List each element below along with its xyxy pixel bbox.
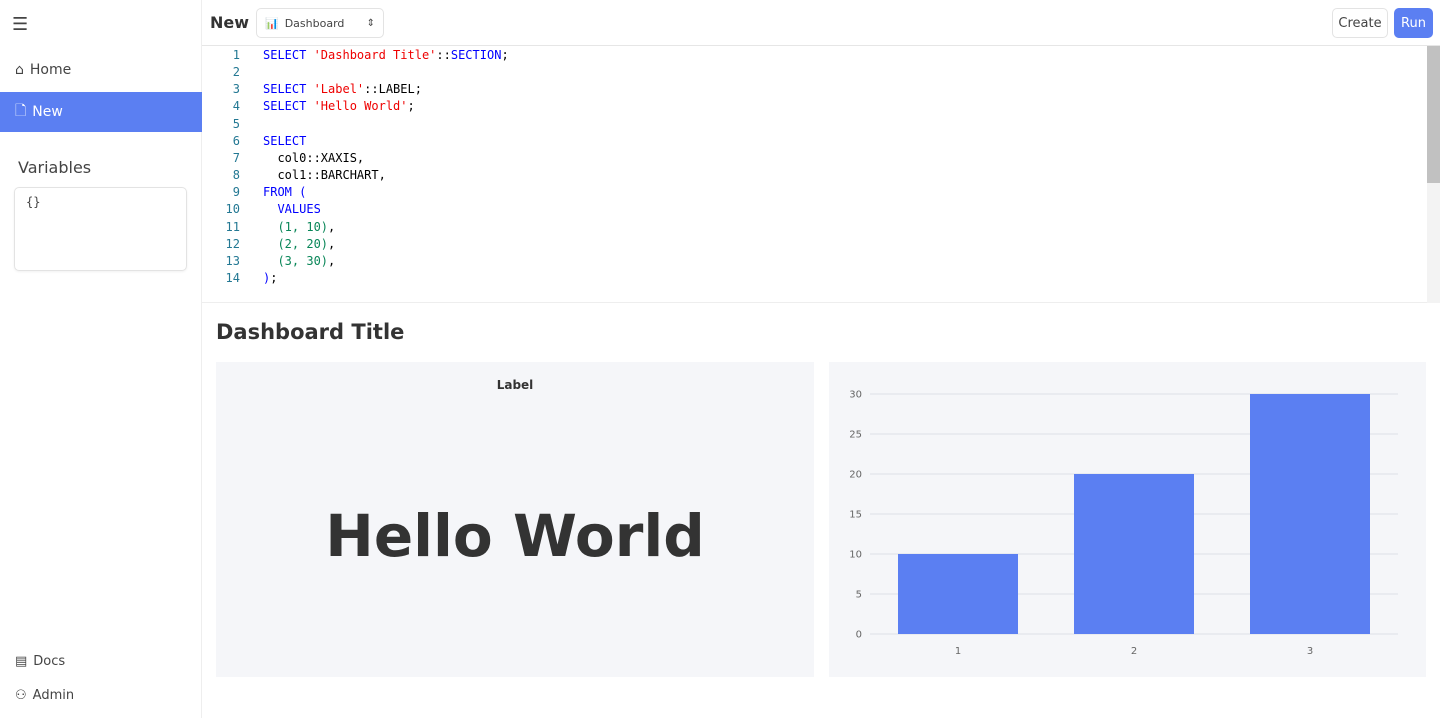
code-token: SELECT — [263, 48, 314, 62]
code-text: (1, 10), — [263, 219, 335, 236]
code-text: SELECT 'Hello World'; — [263, 98, 415, 115]
x-tick-label: 2 — [1131, 646, 1137, 657]
line-number: 6 — [232, 133, 240, 148]
code-token: SELECT — [263, 133, 307, 148]
line-number: 12 — [225, 236, 240, 251]
y-tick-label: 15 — [849, 510, 862, 521]
line-number: 4 — [232, 99, 240, 114]
code-token: , — [328, 219, 336, 234]
bar — [1074, 474, 1194, 634]
line-number: 10 — [225, 202, 240, 217]
line-number: 11 — [225, 219, 240, 234]
y-tick-label: 30 — [849, 390, 862, 401]
code-text: SELECT 'Label'::LABEL; — [263, 81, 422, 98]
code-token: ::LABEL; — [364, 82, 422, 97]
bar — [1250, 394, 1370, 634]
code-token: SECTION — [450, 48, 502, 62]
label-card: Label Hello World — [216, 362, 814, 677]
type-select[interactable]: 📊 Dashboard ⇕ — [256, 8, 384, 38]
line-number: 3 — [232, 82, 240, 97]
line-number: 8 — [232, 168, 240, 183]
book-icon: ▤ — [15, 654, 28, 669]
code-text: SELECT — [263, 133, 306, 150]
code-token: 'Label' — [313, 82, 365, 97]
code-token: , — [328, 253, 336, 268]
code-token: 'Dashboard Title' — [313, 48, 437, 62]
x-tick-label: 1 — [955, 646, 961, 657]
sidebar-item-home[interactable]: ⌂ Home — [0, 50, 202, 90]
bar-chart-icon: 📊 — [265, 16, 279, 30]
y-tick-label: 0 — [856, 630, 862, 641]
line-number: 5 — [232, 116, 240, 131]
code-token: ; — [407, 99, 415, 114]
line-number: 14 — [225, 270, 240, 285]
header: New 📊 Dashboard ⇕ Create Run — [202, 0, 1440, 46]
line-number: 2 — [232, 65, 240, 80]
sql-editor[interactable]: 1 SELECT 'Dashboard Title'::SECTION; 2 3 SEL… — [202, 46, 1440, 303]
line-number: 1 — [232, 48, 240, 62]
editor-scrollbar[interactable] — [1427, 46, 1440, 303]
page-title: New — [210, 13, 250, 32]
user-icon: ⚇ — [15, 688, 27, 703]
code-token: VALUES — [263, 202, 321, 217]
create-button[interactable]: Create — [1332, 8, 1388, 38]
code-token: , — [328, 236, 336, 251]
y-tick-label: 10 — [849, 550, 862, 561]
code-token: col1::BARCHART, — [263, 168, 386, 183]
bar — [898, 554, 1018, 634]
sidebar-item-label: Admin — [32, 688, 75, 703]
line-number: 7 — [232, 150, 240, 165]
variables-title: Variables — [18, 158, 92, 177]
code-token: (2, 20) — [263, 236, 329, 251]
code-text: ); — [263, 270, 277, 287]
line-number: 13 — [225, 253, 240, 268]
sidebar-item-docs[interactable]: ▤ Docs — [15, 654, 65, 669]
code-text: (2, 20), — [263, 236, 335, 253]
home-icon: ⌂ — [15, 62, 24, 78]
sidebar-item-label: New — [32, 104, 63, 120]
code-token: col0::XAXIS, — [263, 150, 365, 165]
code-token: 'Hello World' — [313, 99, 408, 114]
code-token: ) — [263, 270, 271, 285]
dashboard-title: Dashboard Title — [216, 320, 405, 344]
code-text: FROM ( — [263, 184, 306, 201]
sidebar: ☰ ⌂ Home 🗋 New Variables {} ▤ Docs ⚇ Admin — [0, 0, 202, 718]
code-text: (3, 30), — [263, 253, 335, 270]
code-text: col1::BARCHART, — [263, 167, 386, 184]
code-token: FROM ( — [263, 185, 307, 200]
run-button[interactable]: Run — [1394, 8, 1433, 38]
y-tick-label: 20 — [849, 470, 862, 481]
code-token: SELECT — [263, 99, 314, 114]
label-value: Hello World — [325, 502, 705, 570]
sidebar-item-label: Docs — [33, 654, 66, 669]
x-tick-label: 3 — [1307, 646, 1313, 657]
sidebar-item-label: Home — [29, 62, 72, 78]
code-token: SELECT — [263, 82, 314, 97]
hamburger-menu-icon[interactable]: ☰ — [12, 14, 29, 35]
code-token: (3, 30) — [263, 253, 329, 268]
bar-chart-card: 0 5 10 15 20 25 30 1 2 3 — [829, 362, 1426, 677]
y-tick-label: 25 — [849, 430, 862, 441]
code-token: ; — [501, 48, 509, 62]
variables-input[interactable]: {} — [14, 187, 187, 271]
code-token: ; — [270, 270, 278, 285]
new-file-icon: 🗋 — [15, 103, 27, 119]
y-tick-label: 5 — [856, 590, 862, 601]
code-text: SELECT 'Dashboard Title'::SECTION; — [263, 47, 509, 64]
select-value: Dashboard — [284, 16, 345, 30]
line-number: 9 — [232, 185, 240, 200]
code-text: col0::XAXIS, — [263, 150, 364, 167]
scrollbar-thumb[interactable] — [1427, 46, 1440, 183]
sidebar-item-new[interactable]: 🗋 New — [0, 92, 202, 132]
sidebar-item-admin[interactable]: ⚇ Admin — [15, 688, 74, 703]
chevron-up-down-icon: ⇕ — [366, 17, 375, 29]
code-text: VALUES — [263, 201, 321, 218]
bar-chart: 0 5 10 15 20 25 30 1 2 3 — [849, 390, 1398, 657]
code-token: :: — [436, 48, 451, 62]
code-token: (1, 10) — [263, 219, 329, 234]
label-title: Label — [496, 378, 534, 392]
